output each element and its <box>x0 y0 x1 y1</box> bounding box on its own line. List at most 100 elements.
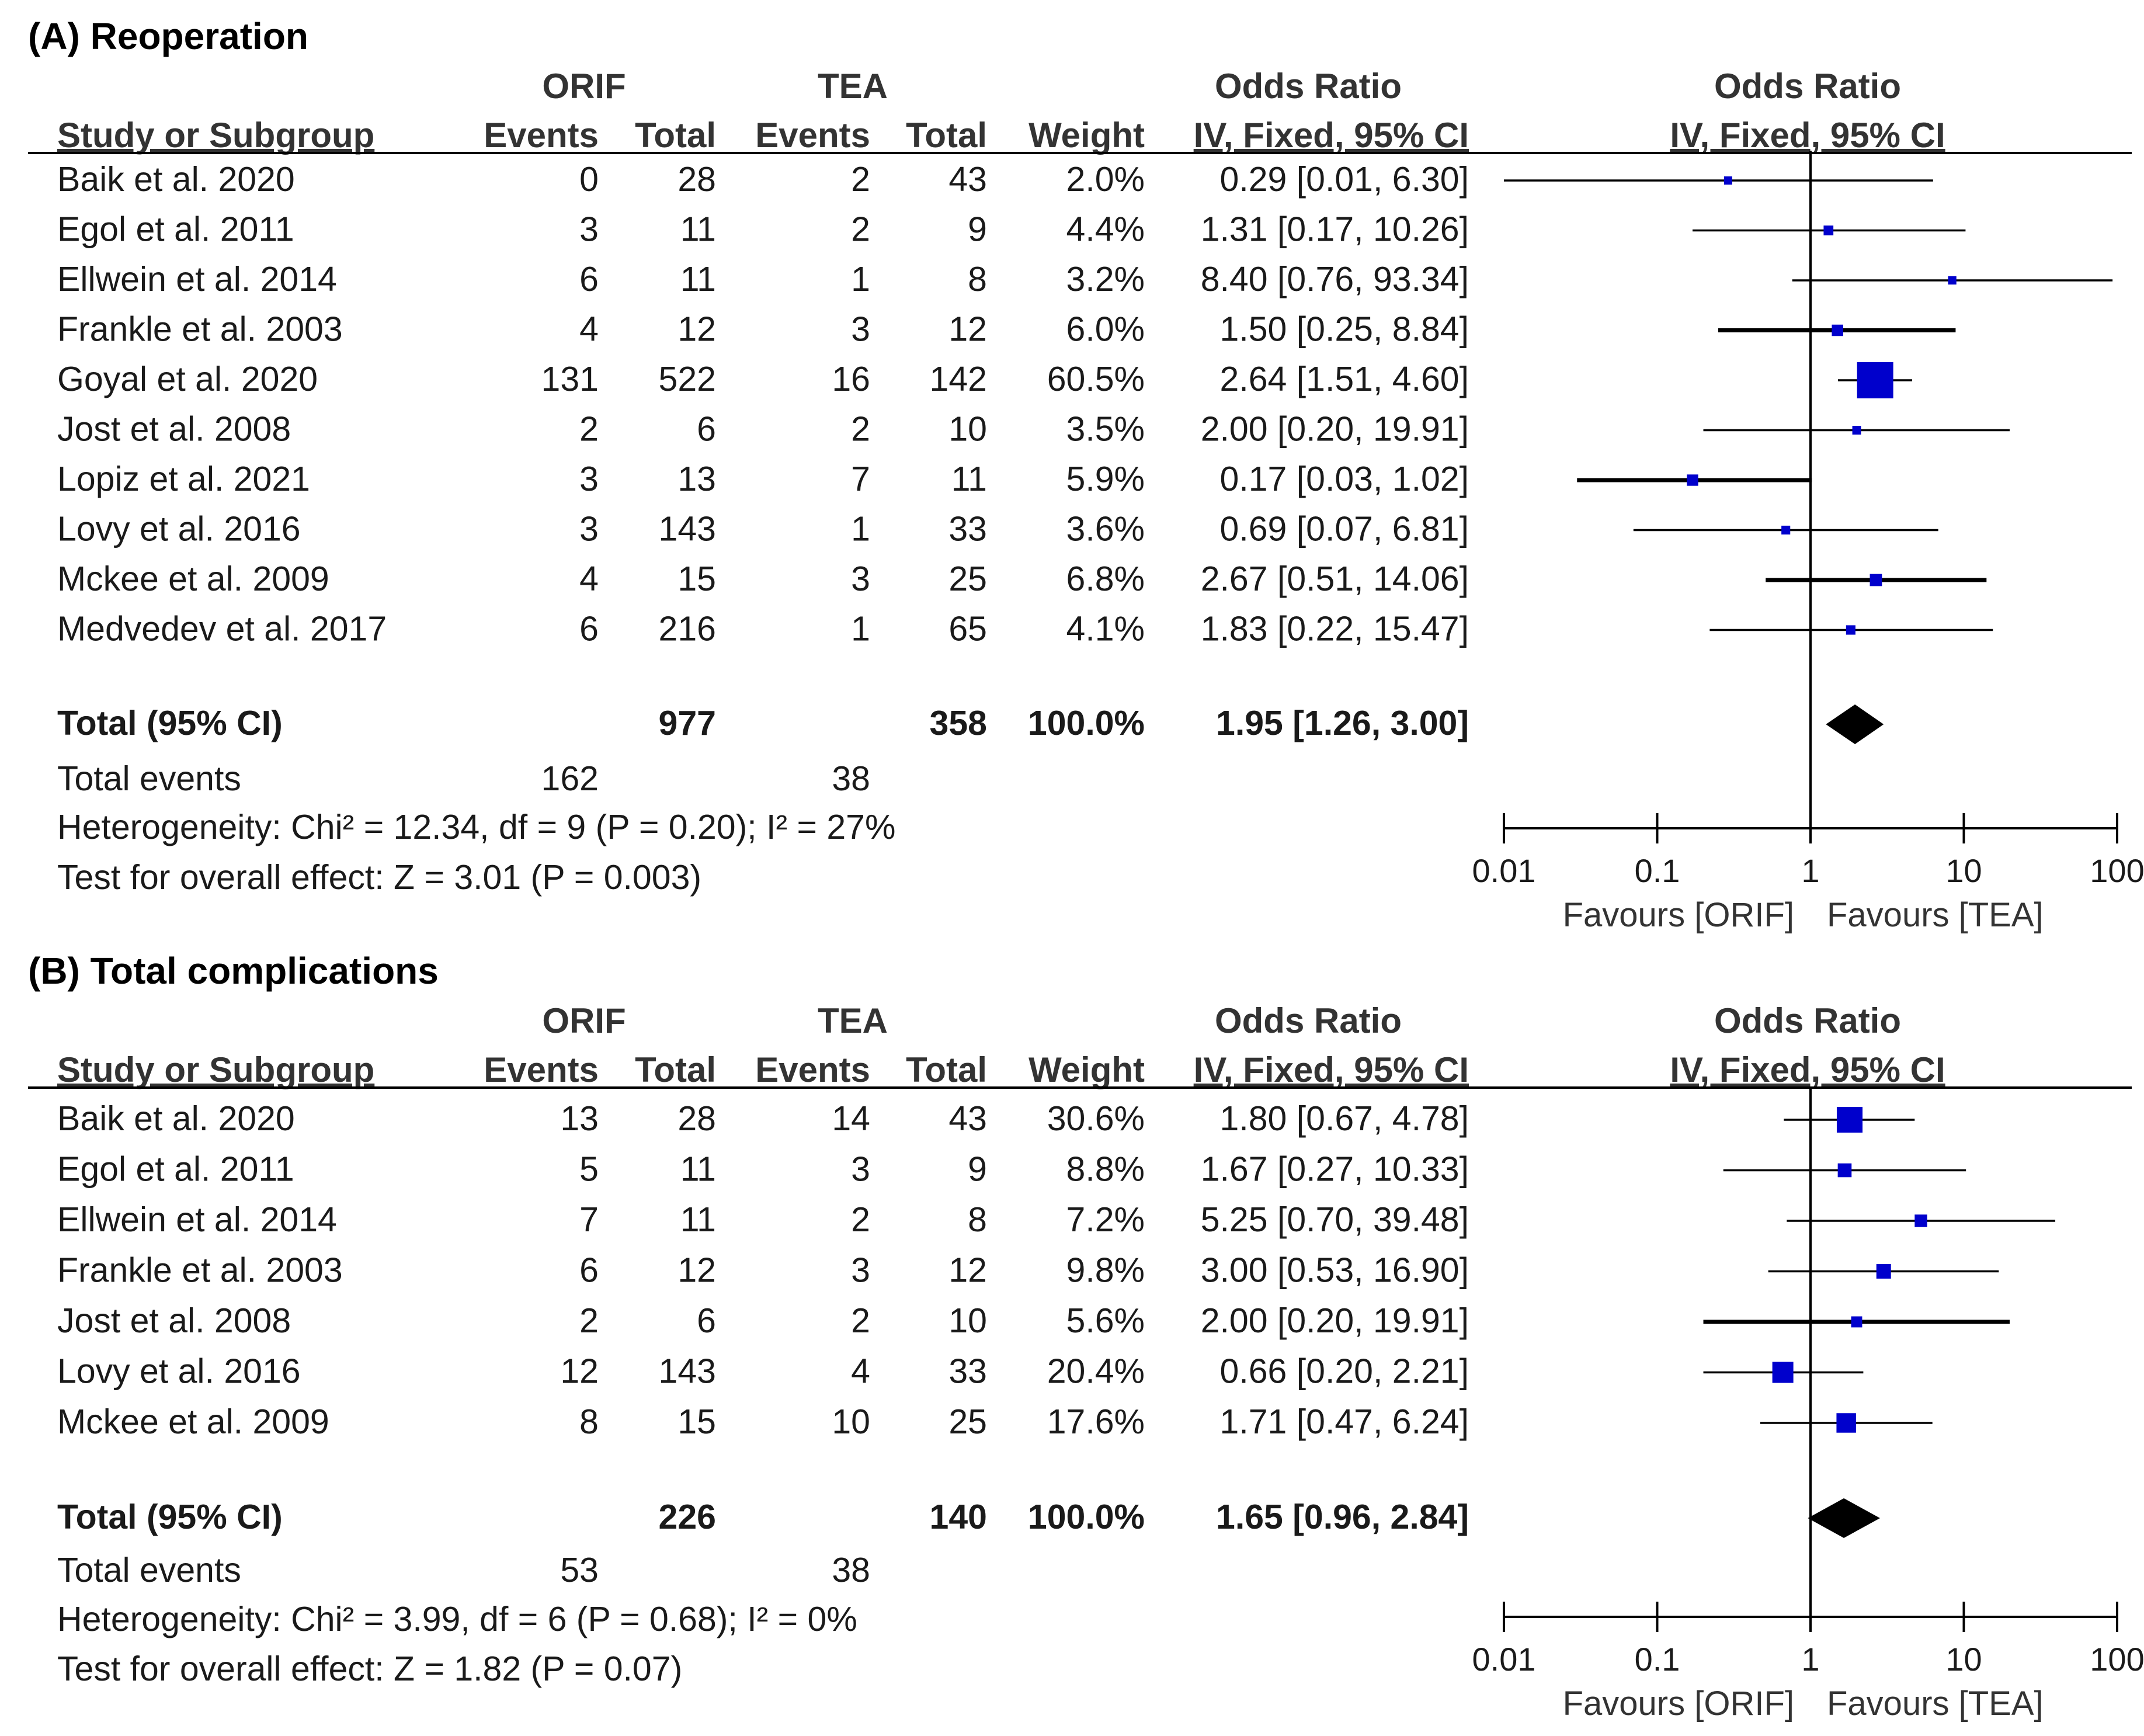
orif-total: 15 <box>677 560 716 598</box>
study-row: Jost et al. 2008 2 6 2 10 3.5% 2.00 [0.20, 19.… <box>57 410 2010 449</box>
study-row: Frankle et al. 2003 6 12 3 12 9.8% 3.00 [0.53,… <box>57 1251 1999 1290</box>
tea-total: 43 <box>948 1099 987 1138</box>
total-weight: 100.0% <box>1028 1498 1145 1536</box>
orif-total-header: Total <box>635 1050 716 1089</box>
point-estimate-marker <box>1687 474 1698 486</box>
orif-total-header: Total <box>635 116 716 155</box>
orif-total: 13 <box>677 460 716 498</box>
x-tick-label: 0.01 <box>1472 852 1536 889</box>
study-weight: 8.8% <box>1066 1150 1145 1189</box>
orif-total-n: 977 <box>659 704 716 742</box>
point-estimate-marker <box>1823 225 1834 235</box>
tea-total: 8 <box>968 1200 987 1239</box>
study-or-ci: 1.50 [0.25, 8.84] <box>1220 310 1469 349</box>
study-weight: 9.8% <box>1066 1251 1145 1290</box>
orif-events: 8 <box>579 1402 599 1441</box>
tea-total-events: 38 <box>832 1551 870 1589</box>
point-estimate-marker <box>1876 1264 1891 1279</box>
panel-title: (B) Total complications <box>28 950 439 992</box>
point-estimate-marker <box>1723 176 1732 185</box>
tea-events: 10 <box>832 1402 870 1441</box>
tea-total: 10 <box>948 1301 987 1340</box>
total-events-label: Total events <box>57 1551 241 1589</box>
study-row: Egol et al. 2011 3 11 2 9 4.4% 1.31 [0.17, 10.… <box>57 210 1966 249</box>
tea-events: 2 <box>851 160 870 199</box>
study-or-ci: 1.71 [0.47, 6.24] <box>1220 1402 1469 1441</box>
tea-events-header: Events <box>755 116 870 155</box>
study-row: Ellwein et al. 2014 6 11 1 8 3.2% 8.40 [0.76, … <box>57 260 2113 298</box>
study-or-ci: 8.40 [0.76, 93.34] <box>1201 260 1469 298</box>
orif-events: 4 <box>579 310 599 349</box>
x-axis: 0.01 0.1 1 10 100 Favours [ORIF] Favours [TEA] <box>1472 1602 2144 1723</box>
study-weight: 3.6% <box>1066 510 1145 548</box>
study-or-ci: 1.31 [0.17, 10.26] <box>1201 210 1469 249</box>
tea-total: 9 <box>968 210 987 249</box>
orif-total: 15 <box>677 1402 716 1441</box>
total-weight: 100.0% <box>1028 704 1145 742</box>
orif-total: 6 <box>697 1301 716 1340</box>
orif-total: 6 <box>697 410 716 449</box>
method-header: IV, Fixed, 95% CI <box>1194 1050 1469 1089</box>
x-tick-label: 1 <box>1801 852 1819 889</box>
tea-events: 1 <box>851 260 870 298</box>
tea-events: 2 <box>851 410 870 449</box>
tea-events: 3 <box>851 1150 870 1189</box>
tea-events: 14 <box>832 1099 870 1138</box>
orif-events: 3 <box>579 460 599 498</box>
weight-header: Weight <box>1028 116 1145 155</box>
tea-total: 43 <box>948 160 987 199</box>
study-weight: 2.0% <box>1066 160 1145 199</box>
tea-total: 9 <box>968 1150 987 1189</box>
study-name: Ellwein et al. 2014 <box>57 260 337 298</box>
group-header-orif: ORIF <box>542 1001 626 1040</box>
orif-total: 28 <box>677 160 716 199</box>
tea-events: 1 <box>851 610 870 648</box>
forest-panel-a: (A) Reoperation ORIF TEA Odds Ratio Odds Rat… <box>28 15 2144 934</box>
orif-events: 131 <box>541 360 599 398</box>
tea-events: 2 <box>851 1200 870 1239</box>
study-weight: 6.8% <box>1066 560 1145 598</box>
total-or-ci: 1.65 [0.96, 2.84] <box>1216 1498 1469 1536</box>
total-label: Total (95% CI) <box>57 1498 283 1536</box>
study-row: Mckee et al. 2009 4 15 3 25 6.8% 2.67 [0.51, 1… <box>57 560 1987 598</box>
x-tick-label: 1 <box>1801 1641 1819 1678</box>
study-or-ci: 1.83 [0.22, 15.47] <box>1201 610 1469 648</box>
orif-total: 12 <box>677 310 716 349</box>
weight-header: Weight <box>1028 1050 1145 1089</box>
study-name: Lopiz et al. 2021 <box>57 460 310 498</box>
favours-tea-label: Favours [TEA] <box>1827 1685 2044 1723</box>
point-estimate-marker <box>1836 1413 1856 1433</box>
study-row: Frankle et al. 2003 4 12 3 12 6.0% 1.50 [0.25,… <box>57 310 1956 349</box>
overall-effect-test: Test for overall effect: Z = 1.82 (P = 0… <box>57 1650 682 1688</box>
study-row: Baik et al. 2020 0 28 2 43 2.0% 0.29 [0.01, 6.… <box>57 160 1933 199</box>
tea-events: 4 <box>851 1352 870 1391</box>
tea-events: 7 <box>851 460 870 498</box>
tea-total: 12 <box>948 310 987 349</box>
orif-events: 12 <box>560 1352 599 1391</box>
heterogeneity-stats: Heterogeneity: Chi² = 12.34, df = 9 (P =… <box>57 808 895 846</box>
overall-effect-test: Test for overall effect: Z = 3.01 (P = 0… <box>57 858 701 897</box>
point-estimate-marker <box>1846 625 1855 635</box>
tea-total: 142 <box>930 360 987 398</box>
tea-total: 11 <box>951 460 987 498</box>
odds-ratio-header: Odds Ratio <box>1215 67 1402 106</box>
point-estimate-marker <box>1772 1362 1794 1383</box>
orif-events: 3 <box>579 510 599 548</box>
x-tick-label: 0.1 <box>1635 1641 1680 1678</box>
orif-events-header: Events <box>484 1050 599 1089</box>
panel-title: (A) Reoperation <box>28 15 308 57</box>
study-name: Egol et al. 2011 <box>57 1150 294 1189</box>
study-weight: 5.6% <box>1066 1301 1145 1340</box>
study-weight: 60.5% <box>1047 360 1145 398</box>
total-or-ci: 1.95 [1.26, 3.00] <box>1216 704 1469 742</box>
tea-total: 33 <box>948 1352 987 1391</box>
tea-total: 33 <box>948 510 987 548</box>
total-row: Total (95% CI) 977 358 100.0% 1.95 [1.26, 3.… <box>57 704 1884 744</box>
tea-events: 1 <box>851 510 870 548</box>
study-weight: 20.4% <box>1047 1352 1145 1391</box>
tea-total-header: Total <box>906 1050 987 1089</box>
favours-tea-label: Favours [TEA] <box>1827 896 2044 934</box>
forest-odds-ratio-header: Odds Ratio <box>1714 1001 1901 1040</box>
study-name: Jost et al. 2008 <box>57 410 291 449</box>
tea-total: 25 <box>948 560 987 598</box>
